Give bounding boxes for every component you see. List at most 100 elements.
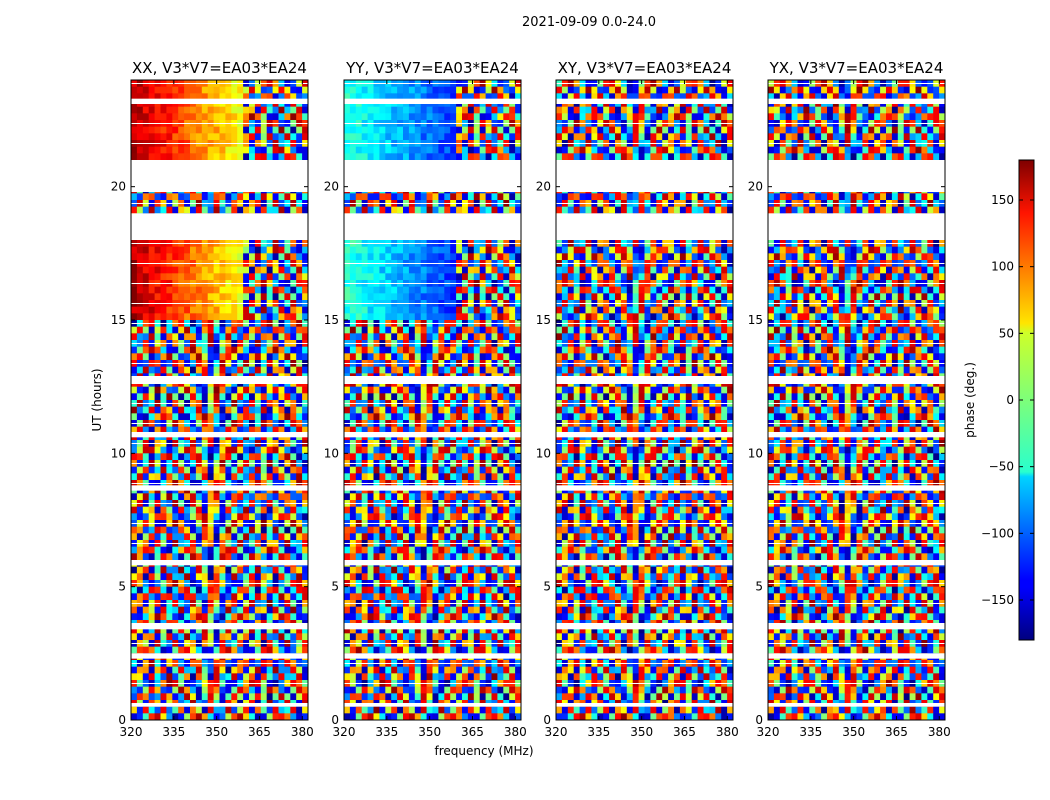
phase-cell (237, 266, 244, 274)
phase-cell (201, 366, 209, 374)
phase-cell (414, 86, 422, 94)
phase-cell (361, 473, 368, 481)
phase-cell (249, 613, 256, 621)
phase-cell (160, 553, 167, 561)
phase-cell (278, 406, 285, 414)
phase-cell (243, 693, 250, 701)
phase-cell (432, 453, 439, 461)
phase-cell (509, 193, 516, 201)
phase-cell (373, 446, 380, 454)
phase-cell (473, 126, 481, 134)
phase-cell (379, 413, 386, 421)
phase-cell (190, 593, 197, 601)
phase-cell (260, 713, 268, 721)
phase-cell (195, 626, 203, 634)
phase-cell (254, 513, 262, 521)
phase-cell (237, 333, 244, 341)
phase-cell (207, 593, 214, 601)
flagged-range (131, 560, 308, 566)
phase-cell (225, 713, 232, 721)
phase-cell (272, 693, 279, 701)
phase-cell (213, 706, 220, 714)
phase-cell (243, 666, 250, 674)
phase-cell (361, 286, 368, 294)
phase-cell (403, 286, 410, 294)
phase-cell (497, 206, 504, 214)
phase-cell (349, 353, 357, 361)
phase-cell (473, 493, 481, 501)
phase-cell (231, 113, 238, 121)
phase-cell (473, 133, 481, 141)
phase-cell (190, 626, 197, 634)
flagged-range (131, 98, 308, 104)
phase-cell (148, 153, 155, 161)
phase-cell (408, 426, 416, 434)
phase-cell (450, 246, 457, 254)
phase-cell (278, 493, 285, 501)
phase-cell (195, 666, 203, 674)
phase-cell (154, 666, 161, 674)
phase-cell (195, 86, 203, 94)
phase-cell (237, 526, 244, 534)
phase-cell (355, 246, 363, 254)
phase-cell (420, 193, 427, 201)
phase-cell (462, 93, 469, 101)
phase-cell (184, 386, 191, 394)
phase-cell (479, 266, 486, 274)
phase-cell (184, 273, 191, 281)
phase-cell (397, 453, 404, 461)
phase-cell (385, 493, 392, 501)
phase-cell (479, 353, 486, 361)
phase-cell (142, 366, 150, 374)
phase-cell (243, 193, 250, 201)
phase-cell (296, 513, 303, 521)
phase-cell (160, 513, 167, 521)
phase-cell (467, 153, 475, 161)
phase-cell (142, 86, 150, 94)
phase-cell (178, 306, 185, 314)
phase-cell (243, 153, 250, 161)
phase-cell (266, 473, 273, 481)
phase-cell (131, 453, 138, 461)
phase-cell (154, 346, 161, 354)
phase-cell (497, 253, 504, 261)
phase-cell (485, 466, 492, 474)
phase-cell (160, 493, 167, 501)
phase-cell (266, 466, 273, 474)
phase-cell (278, 713, 285, 721)
phase-cell (201, 406, 209, 414)
phase-cell (290, 153, 297, 161)
phase-cell (160, 713, 167, 721)
phase-cell (260, 706, 268, 714)
phase-cell (485, 106, 492, 114)
phase-cell (154, 613, 161, 621)
phase-cell (361, 193, 368, 201)
phase-cell (184, 106, 191, 114)
phase-cell (131, 673, 138, 681)
phase-cell (195, 553, 203, 561)
phase-cell (249, 126, 256, 134)
phase-cell (184, 366, 191, 374)
phase-cell (397, 286, 404, 294)
phase-cell (367, 366, 374, 374)
phase-cell (473, 393, 481, 401)
phase-cell (225, 306, 232, 314)
phase-cell (515, 333, 522, 341)
phase-cell (278, 333, 285, 341)
phase-cell (473, 513, 481, 521)
phase-cell (249, 573, 256, 581)
phase-cell (219, 406, 226, 414)
phase-cell (296, 573, 303, 581)
phase-cell (456, 366, 463, 374)
phase-cell (266, 633, 273, 641)
phase-cell (467, 506, 475, 514)
phase-cell (260, 453, 268, 461)
phase-cell (373, 326, 380, 334)
phase-cell (237, 693, 244, 701)
flag-line (344, 303, 521, 304)
phase-cell (160, 446, 167, 454)
phase-cell (136, 626, 144, 634)
phase-cell (142, 446, 150, 454)
phase-cell (462, 206, 469, 214)
phase-cell (213, 506, 220, 514)
